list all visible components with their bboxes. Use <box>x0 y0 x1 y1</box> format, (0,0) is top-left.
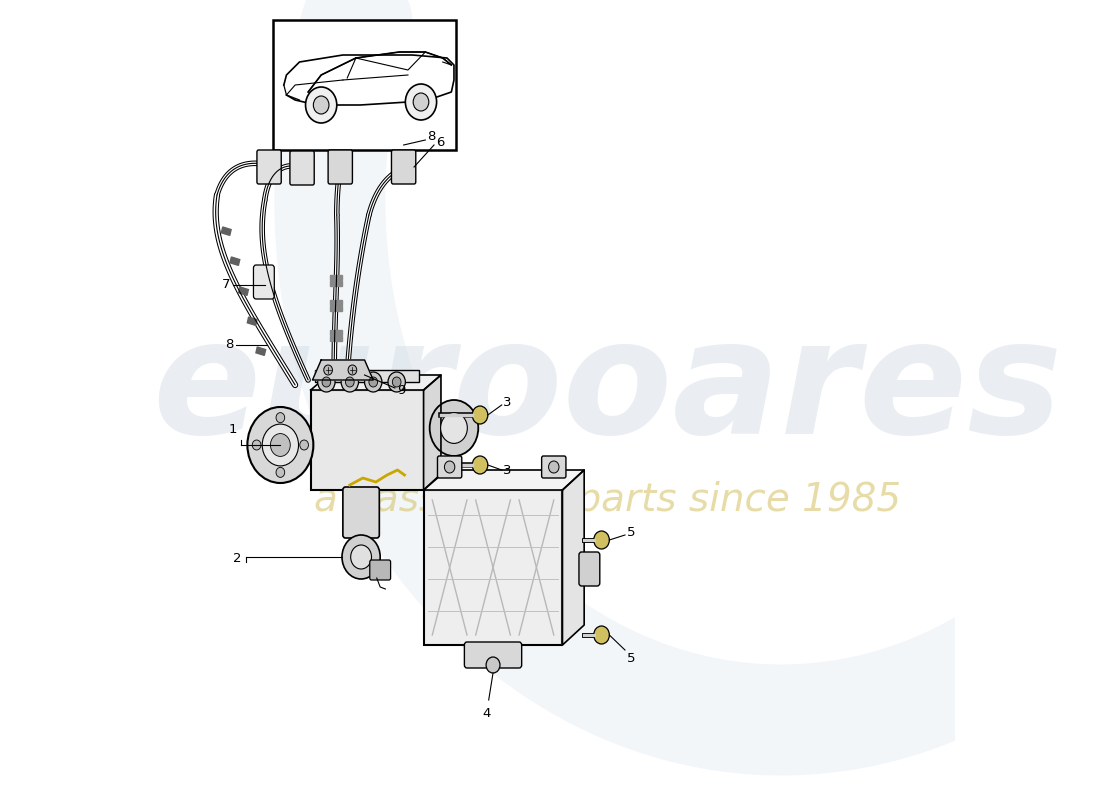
Bar <box>330 281 342 286</box>
FancyBboxPatch shape <box>370 560 390 580</box>
Circle shape <box>252 440 261 450</box>
Circle shape <box>341 372 359 392</box>
Polygon shape <box>312 360 373 380</box>
Circle shape <box>276 413 285 422</box>
Text: eurooares: eurooares <box>153 313 1063 467</box>
Bar <box>330 306 342 311</box>
Text: a passion for parts since 1985: a passion for parts since 1985 <box>314 481 901 519</box>
Circle shape <box>300 440 308 450</box>
FancyBboxPatch shape <box>253 265 274 299</box>
Text: 6: 6 <box>437 137 446 150</box>
Bar <box>256 347 266 355</box>
Circle shape <box>388 372 406 392</box>
Circle shape <box>549 461 559 473</box>
Circle shape <box>342 535 381 579</box>
FancyBboxPatch shape <box>343 487 379 538</box>
Text: 3: 3 <box>504 463 512 477</box>
Bar <box>310 390 424 490</box>
Polygon shape <box>424 470 584 490</box>
Text: 5: 5 <box>627 526 635 539</box>
Bar <box>330 275 342 280</box>
Text: 3: 3 <box>504 397 512 410</box>
FancyBboxPatch shape <box>290 151 315 185</box>
Text: 8: 8 <box>427 130 436 143</box>
FancyBboxPatch shape <box>438 456 462 478</box>
Bar <box>424 490 562 645</box>
Circle shape <box>262 424 298 466</box>
Circle shape <box>306 87 337 123</box>
Bar <box>221 227 231 235</box>
Circle shape <box>345 377 354 387</box>
Bar <box>315 370 419 382</box>
FancyBboxPatch shape <box>328 150 352 184</box>
FancyBboxPatch shape <box>541 456 565 478</box>
Circle shape <box>472 456 487 474</box>
Circle shape <box>430 400 478 456</box>
FancyBboxPatch shape <box>392 150 416 184</box>
Bar <box>274 20 455 150</box>
Bar <box>330 300 342 305</box>
Circle shape <box>318 372 336 392</box>
Circle shape <box>594 531 609 549</box>
FancyBboxPatch shape <box>579 552 600 586</box>
Text: 4: 4 <box>483 707 491 720</box>
Bar <box>230 257 240 266</box>
Circle shape <box>271 434 290 456</box>
Bar <box>239 287 249 295</box>
Bar <box>330 336 342 341</box>
Circle shape <box>364 372 382 392</box>
Text: 8: 8 <box>226 338 233 351</box>
Circle shape <box>351 545 372 569</box>
FancyBboxPatch shape <box>464 642 521 668</box>
Circle shape <box>348 365 356 375</box>
Circle shape <box>406 84 437 120</box>
Circle shape <box>444 461 454 473</box>
Text: 9: 9 <box>397 383 405 397</box>
Circle shape <box>323 365 332 375</box>
Text: 2: 2 <box>233 552 241 565</box>
Text: 5: 5 <box>627 652 635 665</box>
Circle shape <box>248 407 314 483</box>
Bar <box>330 330 342 335</box>
Bar <box>248 317 257 326</box>
Circle shape <box>594 626 609 644</box>
FancyBboxPatch shape <box>257 150 282 184</box>
Circle shape <box>322 377 331 387</box>
Circle shape <box>314 96 329 114</box>
Text: 7: 7 <box>221 278 230 291</box>
Circle shape <box>414 93 429 111</box>
Polygon shape <box>424 375 441 490</box>
Circle shape <box>276 467 285 478</box>
Circle shape <box>368 377 377 387</box>
Text: 1: 1 <box>229 423 236 436</box>
Circle shape <box>441 413 468 443</box>
Polygon shape <box>310 375 441 390</box>
Polygon shape <box>562 470 584 645</box>
Circle shape <box>486 657 500 673</box>
Circle shape <box>393 377 402 387</box>
Circle shape <box>472 406 487 424</box>
